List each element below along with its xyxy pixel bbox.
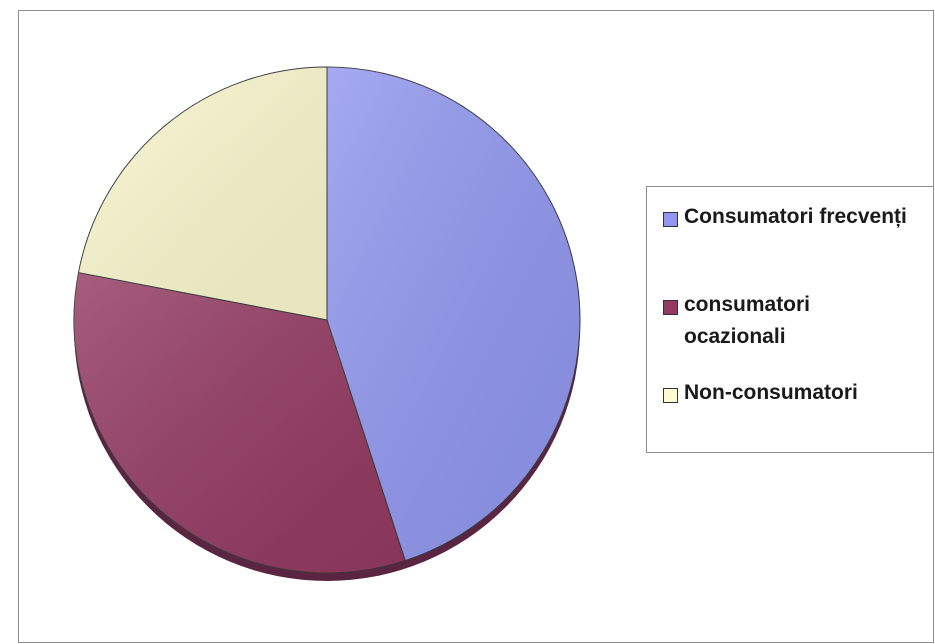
legend-swatch	[663, 388, 678, 403]
pie-slices	[74, 67, 580, 573]
legend-swatch	[663, 212, 678, 227]
legend-item-non-consumatori: Non-consumatori	[663, 383, 914, 409]
legend: Consumatori frecvenți consumatori ocazio…	[646, 186, 934, 453]
legend-label: Non-consumatori	[684, 377, 914, 409]
legend-item-consumatori-frecventi: Consumatori frecvenți	[663, 207, 914, 233]
legend-item-consumatori-ocazionali: consumatori ocazionali	[663, 295, 914, 353]
legend-label: Consumatori frecvenți	[684, 201, 914, 233]
legend-label: consumatori ocazionali	[684, 289, 914, 353]
legend-swatch	[663, 300, 678, 315]
